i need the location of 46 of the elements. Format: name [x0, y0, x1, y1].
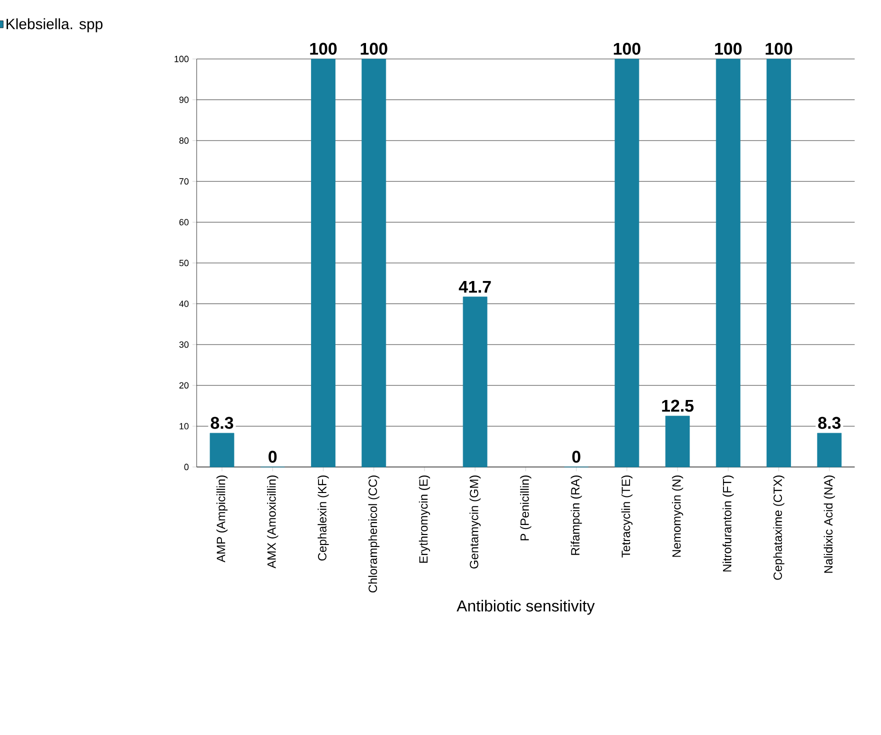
- bar: [665, 416, 690, 468]
- x-tick-label: Tetracyclin (TE): [621, 476, 633, 558]
- bar: [766, 58, 791, 468]
- bar: [462, 296, 488, 468]
- data-label: 41.7: [458, 280, 491, 293]
- y-tick-label: 90: [179, 96, 189, 103]
- x-axis-title: Antibiotic sensitivity: [456, 600, 595, 615]
- data-label: 100: [766, 42, 792, 55]
- y-tick-label: 60: [179, 219, 189, 226]
- data-label: 0: [268, 450, 277, 463]
- y-tick-label: 0: [184, 464, 189, 470]
- bar: [614, 58, 640, 468]
- bar: [362, 58, 386, 468]
- data-label: 100: [360, 42, 388, 55]
- data-label: 100: [614, 42, 640, 55]
- data-label: 8.3: [210, 416, 234, 429]
- x-tick-label: Cephalexin (KF): [318, 476, 329, 561]
- x-tick-label: AMX (Amoxicillin): [267, 476, 278, 568]
- y-tick-label: 40: [179, 300, 189, 307]
- x-tick-label: Erythromycin (E): [418, 476, 430, 563]
- x-tick-label: Nalidixic Acid (NA): [824, 476, 835, 573]
- x-tick-label: AMP (Ampicillin): [216, 476, 228, 562]
- data-label: 8.3: [818, 416, 841, 429]
- x-tick-label: P (Penicillin): [520, 476, 532, 540]
- bar: [311, 58, 336, 468]
- x-tick-label: Nemomycin (N): [672, 476, 684, 557]
- data-label: 100: [310, 42, 337, 55]
- x-tick-label: Rifampcin (RA): [570, 476, 582, 555]
- x-tick-label: Gentamycin (GM): [470, 476, 481, 568]
- x-tick-label: Chloramphenicol (CC): [368, 476, 380, 592]
- y-tick-label: 70: [179, 178, 189, 185]
- x-tick-label: Nitrofurantoin (FT): [722, 476, 734, 572]
- y-tick-label: 30: [179, 341, 189, 348]
- data-label: 0: [572, 450, 580, 463]
- y-tick-label: 80: [179, 137, 189, 144]
- data-label: 12.5: [662, 400, 694, 412]
- legend-label: Klebsiella. spp: [6, 18, 102, 32]
- bar: [210, 432, 234, 468]
- data-label: 100: [715, 42, 742, 55]
- y-tick-label: 50: [179, 260, 189, 266]
- y-tick-label: 10: [180, 423, 189, 430]
- y-tick-label: 20: [179, 382, 189, 389]
- bar: [817, 432, 842, 468]
- x-tick-label: Cephataxime (CTX): [773, 476, 784, 580]
- y-tick-label: 100: [174, 56, 189, 62]
- bar: [716, 58, 740, 468]
